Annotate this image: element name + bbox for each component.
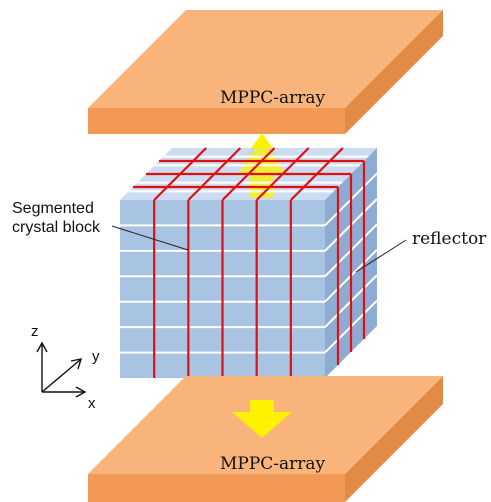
bottom-plate-front-face <box>88 474 345 502</box>
z-axis-label: z <box>31 323 39 340</box>
bottom-array-label: MPPC-array <box>220 454 326 474</box>
bottom-mppc-plate: MPPC-array <box>88 376 443 502</box>
crystal-leader-line <box>111 225 189 251</box>
coordinate-axes <box>36 341 87 398</box>
x-axis-arrowhead <box>75 386 87 398</box>
crystal-label-line1: Segmented <box>12 200 94 217</box>
x-axis-label: x <box>88 395 96 412</box>
reflector-callout: reflector <box>355 229 487 273</box>
top-array-label: MPPC-array <box>220 88 326 108</box>
z-axis-arrowhead <box>36 341 48 353</box>
bottom-plate-side-face <box>345 376 443 502</box>
top-plate-side-face <box>345 10 443 134</box>
y-axis-arrowhead <box>70 358 83 370</box>
top-mppc-plate: MPPC-array <box>88 10 443 134</box>
segmented-crystal-block <box>120 140 378 378</box>
reflector-leader-line <box>355 239 407 273</box>
arrow-down-over-plate <box>232 400 292 438</box>
y-axis-line <box>41 359 81 393</box>
reflector-red-lines <box>133 147 366 378</box>
top-plate-top-face <box>88 10 443 108</box>
reflector-label: reflector <box>412 229 487 249</box>
crystal-callout: Segmented crystal block <box>12 200 189 251</box>
y-axis-label: y <box>92 348 100 365</box>
crystal-label-line2: crystal block <box>12 219 101 236</box>
top-plate-front-face <box>88 108 345 134</box>
